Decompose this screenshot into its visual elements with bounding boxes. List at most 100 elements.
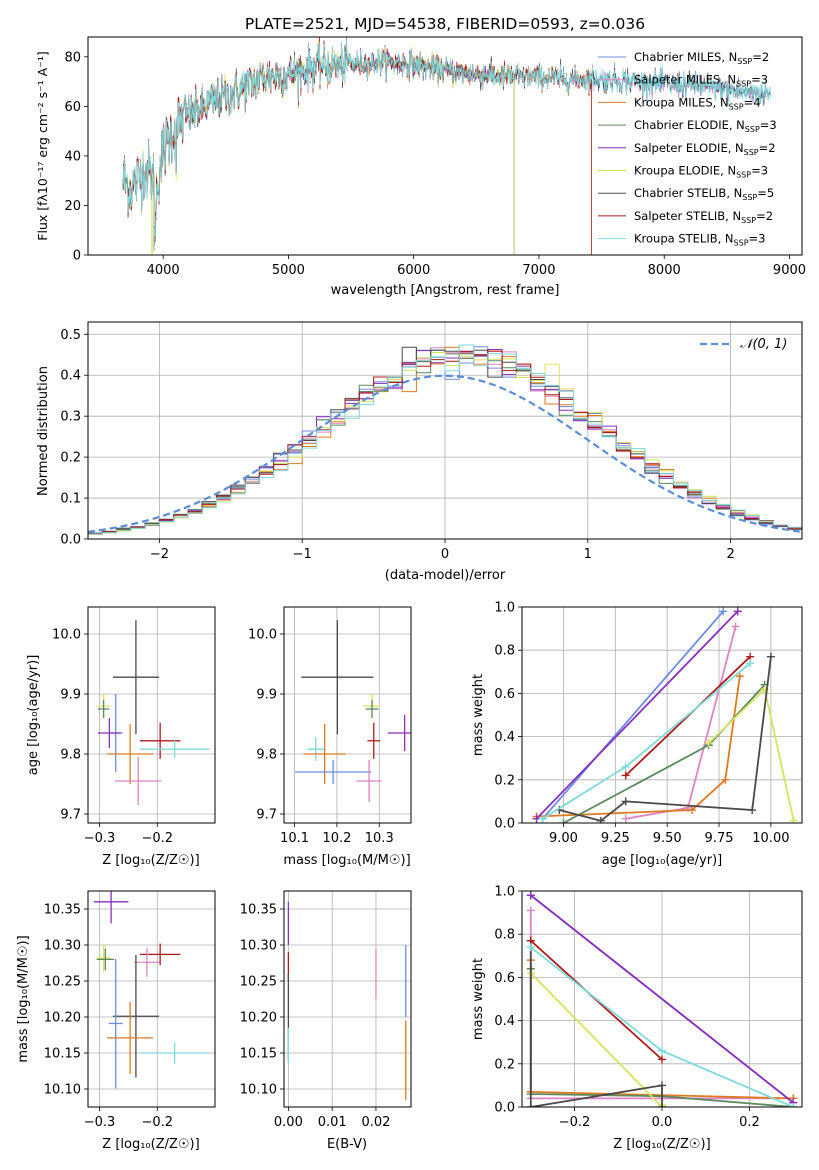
x-tick-label: 6000	[397, 263, 430, 278]
weight-vs-age-ylabel: mass weight	[471, 674, 486, 756]
y-tick-label: 0.6	[494, 687, 515, 702]
mass-vs-ebv-plot-area: 0.00 0.01 0.02 10.10 10.15 10.20 10.25 10.30 10.…	[240, 890, 412, 1130]
legend-nssp-subscript: SSP	[736, 80, 751, 89]
mass-vs-metallicity-plot-area: −0.3 −0.2 10.10 10.15 10.20 10.25 10.30 10.35	[44, 890, 216, 1130]
weight-marker	[735, 672, 744, 681]
weight-vs-metallicity-ylabel: mass weight	[471, 958, 486, 1040]
y-tick-label: 10.10	[240, 1083, 277, 1098]
legend-nssp-value: 3	[758, 232, 765, 246]
legend-nssp-subscript: SSP	[745, 125, 760, 134]
clipped-marks	[122, 37, 771, 255]
legend-nssp-eq: =	[759, 141, 769, 155]
y-tick-label: 10.0	[52, 628, 81, 643]
weight-marker	[748, 806, 757, 815]
legend-entry: Kroupa ELODIE, NSSP=3	[634, 164, 768, 180]
y-tick-label: 0.5	[60, 328, 81, 343]
legend-nssp-eq: =	[751, 164, 761, 178]
weight-vs-metallicity-plot-area: −0.2 0.0 0.2 0.0 0.2 0.4 0.6 0.8 1.0	[494, 885, 803, 1130]
weight-vs-age-plot-area: 9.00 9.25 9.50 9.75 10.00 0.0 0.2 0.4 0.6 0.8 1.0	[494, 601, 803, 846]
legend-nssp-value: 2	[766, 209, 773, 223]
legend-series-name: Kroupa ELODIE	[634, 164, 720, 178]
legend-nssp-eq: =	[751, 73, 761, 87]
y-tick-label: 1.0	[494, 885, 515, 900]
y-tick-label: 0.8	[494, 644, 515, 659]
y-tick-label: 10.30	[44, 939, 81, 954]
legend-nssp-subscript: SSP	[736, 171, 751, 180]
mass-vs-metallicity-ylabel: mass [log₁₀(M/M☉)]	[16, 935, 31, 1062]
x-tick-label: 4000	[147, 263, 180, 278]
y-tick-label: 80	[64, 50, 81, 65]
y-tick-label: 10.30	[240, 939, 277, 954]
legend-nssp-prefix: , N	[729, 118, 745, 132]
weight-marker	[526, 906, 535, 915]
weight-line	[535, 610, 739, 820]
legend-nssp-subscript: SSP	[741, 216, 756, 225]
y-tick-label: 0.2	[60, 451, 81, 466]
residuals-plot-area: −2 −1 0 1 2 0.0 0.1 0.2 0.3 0.4 0.5	[60, 321, 803, 562]
mass-vs-metallicity-xlabel: Z [log₁₀(Z/Z☉)]	[102, 1137, 199, 1152]
age-vs-metallicity-xlabel: Z [log₁₀(Z/Z☉)]	[102, 853, 199, 868]
weight-marker	[746, 659, 755, 668]
normal-distribution-curve	[88, 374, 802, 533]
x-tick-label: 9.50	[653, 831, 682, 846]
clipped-marks	[532, 607, 798, 823]
weight-marker	[621, 797, 630, 806]
x-tick-label: 0.0	[652, 1115, 673, 1130]
x-tick-label: 9000	[773, 263, 806, 278]
weight-marker	[621, 814, 630, 823]
legend-series-name: Kroupa MILES	[634, 95, 713, 109]
y-tick-label: 20	[64, 199, 81, 214]
y-tick-label: 9.8	[60, 748, 81, 763]
clipped-marks	[88, 344, 802, 535]
legend-nssp-subscript: SSP	[729, 102, 744, 111]
plot-frame	[283, 890, 412, 1108]
legend-series-name: Chabrier STELIB	[634, 186, 726, 200]
x-tick-label: 0.01	[318, 1115, 347, 1130]
x-tick-label: 2	[726, 547, 734, 562]
y-tick-label: 10.35	[240, 903, 277, 918]
x-tick-label: 9.25	[601, 831, 630, 846]
plot-frame	[521, 890, 803, 1108]
mass-vs-metallicity-panel: −0.3 −0.2 10.10 10.15 10.20 10.25 10.30 10.35 Z…	[16, 890, 216, 1152]
x-tick-label: 5000	[272, 263, 305, 278]
weight-marker	[526, 891, 535, 900]
x-tick-label: −0.2	[141, 831, 173, 846]
weight-marker	[526, 1103, 535, 1107]
legend-nssp-eq: =	[757, 186, 767, 200]
legend-series-name: Salpeter MILES	[634, 73, 720, 87]
weight-line	[536, 675, 741, 818]
legend-nssp-subscript: SSP	[742, 193, 757, 202]
x-tick-label: 1	[584, 547, 592, 562]
weight-line	[542, 610, 724, 820]
legend-nssp-value: 2	[762, 50, 769, 64]
y-tick-label: 0.4	[494, 730, 515, 745]
legend-nssp-prefix: , N	[726, 186, 742, 200]
legend-entry: Salpeter STELIB, NSSP=2	[634, 209, 773, 225]
age-vs-mass-plot-area: 10.1 10.2 10.3 9.7 9.8 9.9 10.0	[248, 606, 412, 846]
plot-frame	[87, 321, 803, 540]
weight-marker	[719, 607, 728, 616]
clipped-marks	[96, 620, 210, 805]
y-tick-label: 40	[64, 149, 81, 164]
weight-marker	[766, 652, 775, 661]
legend-nssp-eq: =	[752, 50, 762, 64]
weight-marker	[731, 622, 740, 631]
x-tick-label: 8000	[648, 263, 681, 278]
legend-nssp-prefix: , N	[721, 50, 737, 64]
y-tick-label: 0.2	[494, 1057, 515, 1072]
weight-marker	[789, 1103, 798, 1107]
legend-entry: Kroupa MILES, NSSP=4	[634, 95, 761, 111]
clipped-marks	[295, 620, 411, 802]
weight-marker	[621, 762, 630, 771]
legend-series-name: Chabrier MILES	[634, 50, 721, 64]
plot-frame	[87, 606, 216, 824]
y-tick-label: 0.4	[60, 369, 81, 384]
age-vs-metallicity-plot-area: −0.3 −0.2 9.7 9.8 9.9 10.0	[52, 606, 216, 846]
y-tick-label: 10.10	[44, 1083, 81, 1098]
y-tick-label: 1.0	[494, 601, 515, 616]
y-tick-label: 0	[73, 249, 81, 264]
y-tick-label: 9.9	[256, 688, 277, 703]
weight-vs-metallicity-panel: −0.2 0.0 0.2 0.0 0.2 0.4 0.6 0.8 1.0 Z [log₁₀(Z/…	[471, 885, 803, 1152]
age-vs-metallicity-ylabel: age [log₁₀(age/yr)]	[26, 655, 41, 776]
legend-entry: Chabrier STELIB, NSSP=5	[634, 186, 774, 202]
